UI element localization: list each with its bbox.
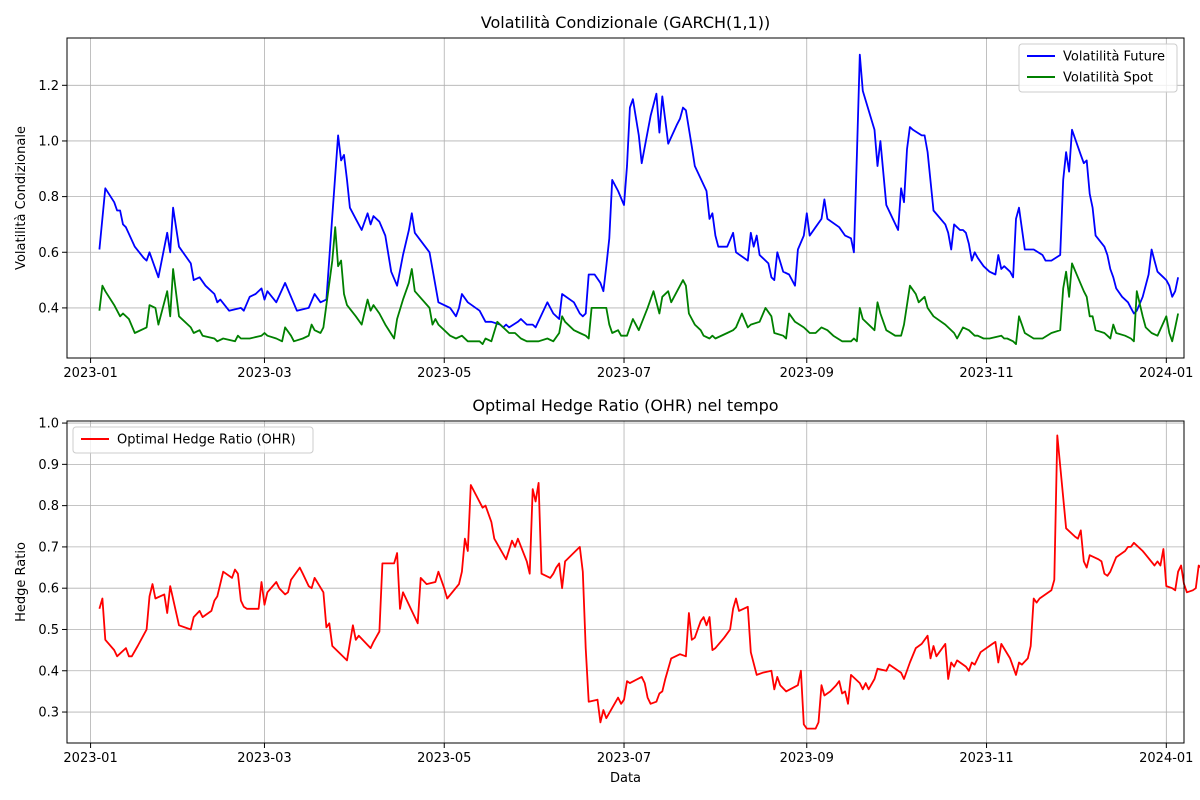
plot-frame [66, 420, 1185, 744]
x-axis-label: Data [610, 771, 641, 786]
series-lines [98, 53, 1179, 346]
series-line-optimal-hedge-ratio-ohr [98, 434, 1200, 730]
chart-title: Volatilità Condizionale (GARCH(1,1)) [481, 13, 770, 32]
legend-box [1018, 43, 1178, 93]
x-tick-label: 2023-07 [597, 751, 651, 766]
x-axis-ticks: 2023-01 2023-03 2023-05 2023-07 2023-09 2023-… [63, 358, 1193, 381]
y-tick-label: 0.6 [38, 246, 59, 261]
plot-frame [66, 37, 1185, 359]
legend-label-spot: Volatilità Spot [1063, 71, 1153, 86]
y-axis-label: Volatilità Condizionale [14, 126, 29, 270]
x-tick-label: 2023-01 [63, 366, 117, 381]
x-tick-label: 2023-01 [63, 751, 117, 766]
y-axis-ticks: 0.3 0.4 0.5 0.6 0.7 0.8 0.9 1.0 [38, 417, 67, 721]
y-tick-label: 0.8 [38, 190, 59, 205]
y-tick-label: 0.4 [38, 301, 59, 316]
series-line-volatilit-spot [98, 226, 1179, 346]
y-tick-label: 0.6 [38, 582, 59, 597]
legend: Optimal Hedge Ratio (OHR) [72, 426, 314, 454]
x-tick-label: 2024-01 [1139, 366, 1193, 381]
legend: Volatilità Future Volatilità Spot [1018, 43, 1178, 93]
y-tick-label: 0.5 [38, 623, 59, 638]
x-tick-label: 2023-05 [417, 366, 471, 381]
legend-box [72, 426, 314, 454]
y-axis-ticks: 0.4 0.6 0.8 1.0 1.2 [38, 79, 67, 316]
grid [67, 421, 1184, 743]
x-tick-label: 2024-01 [1139, 751, 1193, 766]
y-tick-label: 1.0 [38, 134, 59, 149]
x-tick-label: 2023-03 [237, 751, 291, 766]
x-tick-label: 2023-11 [959, 751, 1013, 766]
y-tick-label: 0.4 [38, 664, 59, 679]
y-tick-label: 1.2 [38, 79, 59, 94]
series-lines [98, 434, 1200, 730]
y-tick-label: 1.0 [38, 417, 59, 432]
x-tick-label: 2023-09 [780, 366, 834, 381]
y-tick-label: 0.9 [38, 458, 59, 473]
x-tick-label: 2023-05 [417, 751, 471, 766]
hedge-ratio-chart: Optimal Hedge Ratio (OHR) nel tempo Hedg… [14, 396, 1200, 786]
y-tick-label: 0.7 [38, 540, 59, 555]
x-tick-label: 2023-11 [959, 366, 1013, 381]
y-axis-label: Hedge Ratio [14, 542, 29, 622]
x-tick-label: 2023-03 [237, 366, 291, 381]
volatility-chart: Volatilità Condizionale (GARCH(1,1)) Vol… [14, 13, 1193, 381]
legend-label-future: Volatilità Future [1063, 50, 1165, 65]
x-axis-ticks: 2023-01 2023-03 2023-05 2023-07 2023-09 2023-… [63, 743, 1193, 766]
y-tick-label: 0.8 [38, 499, 59, 514]
legend-label-ohr: Optimal Hedge Ratio (OHR) [117, 433, 296, 448]
y-tick-label: 0.3 [38, 706, 59, 721]
x-tick-label: 2023-07 [597, 366, 651, 381]
series-line-volatilit-future [98, 53, 1179, 329]
chart-title: Optimal Hedge Ratio (OHR) nel tempo [472, 396, 778, 415]
x-tick-label: 2023-09 [780, 751, 834, 766]
